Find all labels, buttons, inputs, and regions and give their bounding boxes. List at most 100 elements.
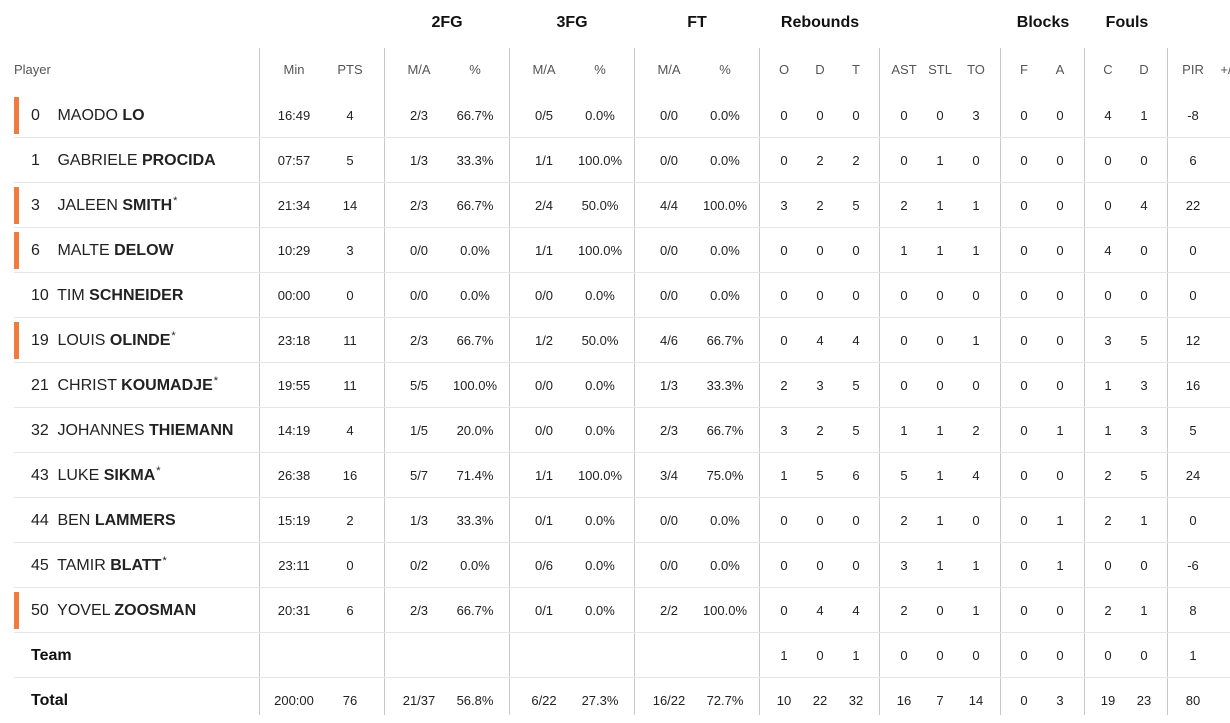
stat-cell-ast: 1: [900, 423, 908, 438]
row-divider: [14, 272, 1230, 273]
stat-cell-stl: 0: [936, 108, 944, 123]
stat-cell-3fg-pct: 0.0%: [585, 513, 615, 528]
column-header-blk-f[interactable]: F: [1020, 62, 1028, 77]
player-row[interactable]: 44 BEN LAMMERS 15:19 2 1/3 33.3% 0/1 0.0% 0/0 0.…: [14, 498, 1230, 543]
column-header-pir[interactable]: PIR: [1182, 62, 1204, 77]
stat-cell-foul-c: 19: [1100, 693, 1116, 708]
player-name[interactable]: 19 LOUIS OLINDE*: [31, 318, 176, 363]
column-header-to[interactable]: TO: [967, 62, 985, 77]
stat-cell-foul-d: 5: [1140, 468, 1148, 483]
stat-cell-reb-d: 4: [816, 603, 824, 618]
player-row[interactable]: 21 CHRIST KOUMADJE* 19:55 11 5/5 100.0% 0/0 0.…: [14, 363, 1230, 408]
column-header-pts[interactable]: PTS: [337, 62, 363, 77]
stat-cell-2fg-pct: 0.0%: [460, 288, 490, 303]
stat-cell-ast: 2: [900, 603, 908, 618]
stat-cell-ft-pct: 0.0%: [710, 108, 740, 123]
row-divider: [14, 317, 1230, 318]
player-row[interactable]: 1 GABRIELE PROCIDA 07:57 5 1/3 33.3% 1/1 100.0…: [14, 138, 1230, 183]
column-header-foul-d[interactable]: D: [1139, 62, 1149, 77]
player-last-name: THIEMANN: [149, 422, 234, 439]
player-number: 44: [31, 512, 49, 529]
player-row[interactable]: 50 YOVEL ZOOSMAN 20:31 6 2/3 66.7% 0/1 0.0% 2/2…: [14, 588, 1230, 633]
player-name[interactable]: 6 MALTE DELOW: [31, 228, 174, 273]
player-name[interactable]: 44 BEN LAMMERS: [31, 498, 176, 543]
player-name[interactable]: 10 TIM SCHNEIDER: [31, 273, 183, 318]
stat-cell-2fg-ma: 1/3: [409, 513, 429, 528]
player-name[interactable]: 21 CHRIST KOUMADJE*: [31, 363, 218, 408]
stat-cell-ft-ma: 2/2: [659, 603, 679, 618]
stat-cell-foul-d: 23: [1136, 693, 1152, 708]
column-header-stl[interactable]: STL: [928, 62, 952, 77]
row-divider: [14, 407, 1230, 408]
player-row[interactable]: 43 LUKE SIKMA* 26:38 16 5/7 71.4% 1/1 100.0% 3/…: [14, 453, 1230, 498]
stat-cell-reb-d: 3: [816, 378, 824, 393]
column-header-3fg-ma[interactable]: M/A: [532, 62, 556, 77]
player-row[interactable]: 19 LOUIS OLINDE* 23:18 11 2/3 66.7% 1/2 50.0% 4…: [14, 318, 1230, 363]
stat-cell-2fg-ma: 1/5: [409, 423, 429, 438]
player-name[interactable]: 43 LUKE SIKMA*: [31, 453, 161, 498]
stat-cell-blk-f: 0: [1020, 153, 1028, 168]
stat-cell-blk-f: 0: [1020, 423, 1028, 438]
stat-cell-2fg-ma: 0/2: [409, 558, 429, 573]
stat-cell-2fg-ma: 5/7: [409, 468, 429, 483]
stat-cell-ft-ma: 0/0: [659, 243, 679, 258]
stat-cell-foul-d: 1: [1140, 513, 1148, 528]
stat-cell-blk-f: 0: [1020, 378, 1028, 393]
player-last-name: LO: [122, 107, 145, 124]
column-header-foul-c[interactable]: C: [1103, 62, 1113, 77]
player-name[interactable]: 32 JOHANNES THIEMANN: [31, 408, 233, 453]
player-row[interactable]: 6 MALTE DELOW 10:29 3 0/0 0.0% 1/1 100.0% 0/0 0.…: [14, 228, 1230, 273]
player-row[interactable]: 0 MAODO LO 16:49 4 2/3 66.7% 0/5 0.0% 0/0 0.0% 0 0…: [14, 93, 1230, 138]
stat-cell-to: 0: [972, 153, 980, 168]
stat-cell-reb-d: 0: [816, 243, 824, 258]
column-header-2fg-ma[interactable]: M/A: [407, 62, 431, 77]
stat-cell-pts: 6: [346, 603, 354, 618]
group-header-fouls: Fouls: [1105, 14, 1149, 31]
stat-cell-min: 23:11: [278, 558, 310, 573]
stat-cell-min: 07:57: [277, 153, 311, 168]
stat-cell-min: 15:19: [277, 513, 311, 528]
stat-cell-pir: 1: [1189, 648, 1197, 663]
column-header-player[interactable]: Player: [14, 62, 51, 77]
group-header-2fg: 2FG: [431, 14, 463, 31]
column-header-ast[interactable]: AST: [891, 62, 917, 77]
column-header-ft-ma[interactable]: M/A: [657, 62, 681, 77]
column-header-ft-pct[interactable]: %: [719, 62, 731, 77]
stat-cell-ft-pct: 0.0%: [710, 288, 740, 303]
stat-cell-3fg-ma: 1/1: [534, 243, 554, 258]
column-header-3fg-pct[interactable]: %: [594, 62, 606, 77]
stat-cell-blk-f: 0: [1020, 513, 1028, 528]
player-row[interactable]: 32 JOHANNES THIEMANN 14:19 4 1/5 20.0% 0/0 0.0…: [14, 408, 1230, 453]
stat-cell-2fg-ma: 2/3: [409, 333, 429, 348]
player-first-name: CHRIST: [57, 377, 117, 394]
stat-cell-reb-t: 0: [852, 243, 860, 258]
column-header-reb-o[interactable]: O: [778, 62, 790, 77]
player-name[interactable]: 1 GABRIELE PROCIDA: [31, 138, 216, 183]
stat-cell-3fg-pct: 100.0%: [577, 468, 623, 483]
column-header-blk-a[interactable]: A: [1055, 62, 1065, 77]
stat-cell-ast: 0: [900, 288, 908, 303]
stat-cell-blk-a: 0: [1056, 333, 1064, 348]
row-divider: [14, 452, 1230, 453]
player-row[interactable]: 45 TAMIR BLATT* 23:11 0 0/2 0.0% 0/6 0.0% 0/0 0.…: [14, 543, 1230, 588]
player-first-name: GABRIELE: [57, 152, 138, 169]
stat-cell-pts: 4: [346, 423, 354, 438]
column-header-plusminus[interactable]: +/: [1220, 62, 1230, 77]
player-name[interactable]: 0 MAODO LO: [31, 93, 145, 138]
player-row[interactable]: 10 TIM SCHNEIDER 00:00 0 0/0 0.0% 0/0 0.0% 0/0 0…: [14, 273, 1230, 318]
stat-cell-2fg-pct: 33.3%: [456, 153, 494, 168]
column-header-2fg-pct[interactable]: %: [469, 62, 481, 77]
stat-cell-blk-f: 0: [1020, 108, 1028, 123]
player-name[interactable]: 3 JALEEN SMITH*: [31, 183, 177, 228]
column-header-min[interactable]: Min: [283, 62, 305, 77]
player-name[interactable]: 50 YOVEL ZOOSMAN: [31, 588, 196, 633]
column-header-reb-t[interactable]: T: [852, 62, 860, 77]
player-name[interactable]: 45 TAMIR BLATT*: [31, 543, 167, 588]
stat-cell-2fg-ma: 21/37: [402, 693, 436, 708]
player-row[interactable]: 3 JALEEN SMITH* 21:34 14 2/3 66.7% 2/4 50.0% 4/…: [14, 183, 1230, 228]
column-header-reb-d[interactable]: D: [815, 62, 825, 77]
stat-cell-pts: 11: [343, 333, 357, 348]
player-first-name: JALEEN: [57, 197, 118, 214]
stat-cell-blk-a: 0: [1056, 198, 1064, 213]
player-last-name: PROCIDA: [141, 152, 216, 169]
